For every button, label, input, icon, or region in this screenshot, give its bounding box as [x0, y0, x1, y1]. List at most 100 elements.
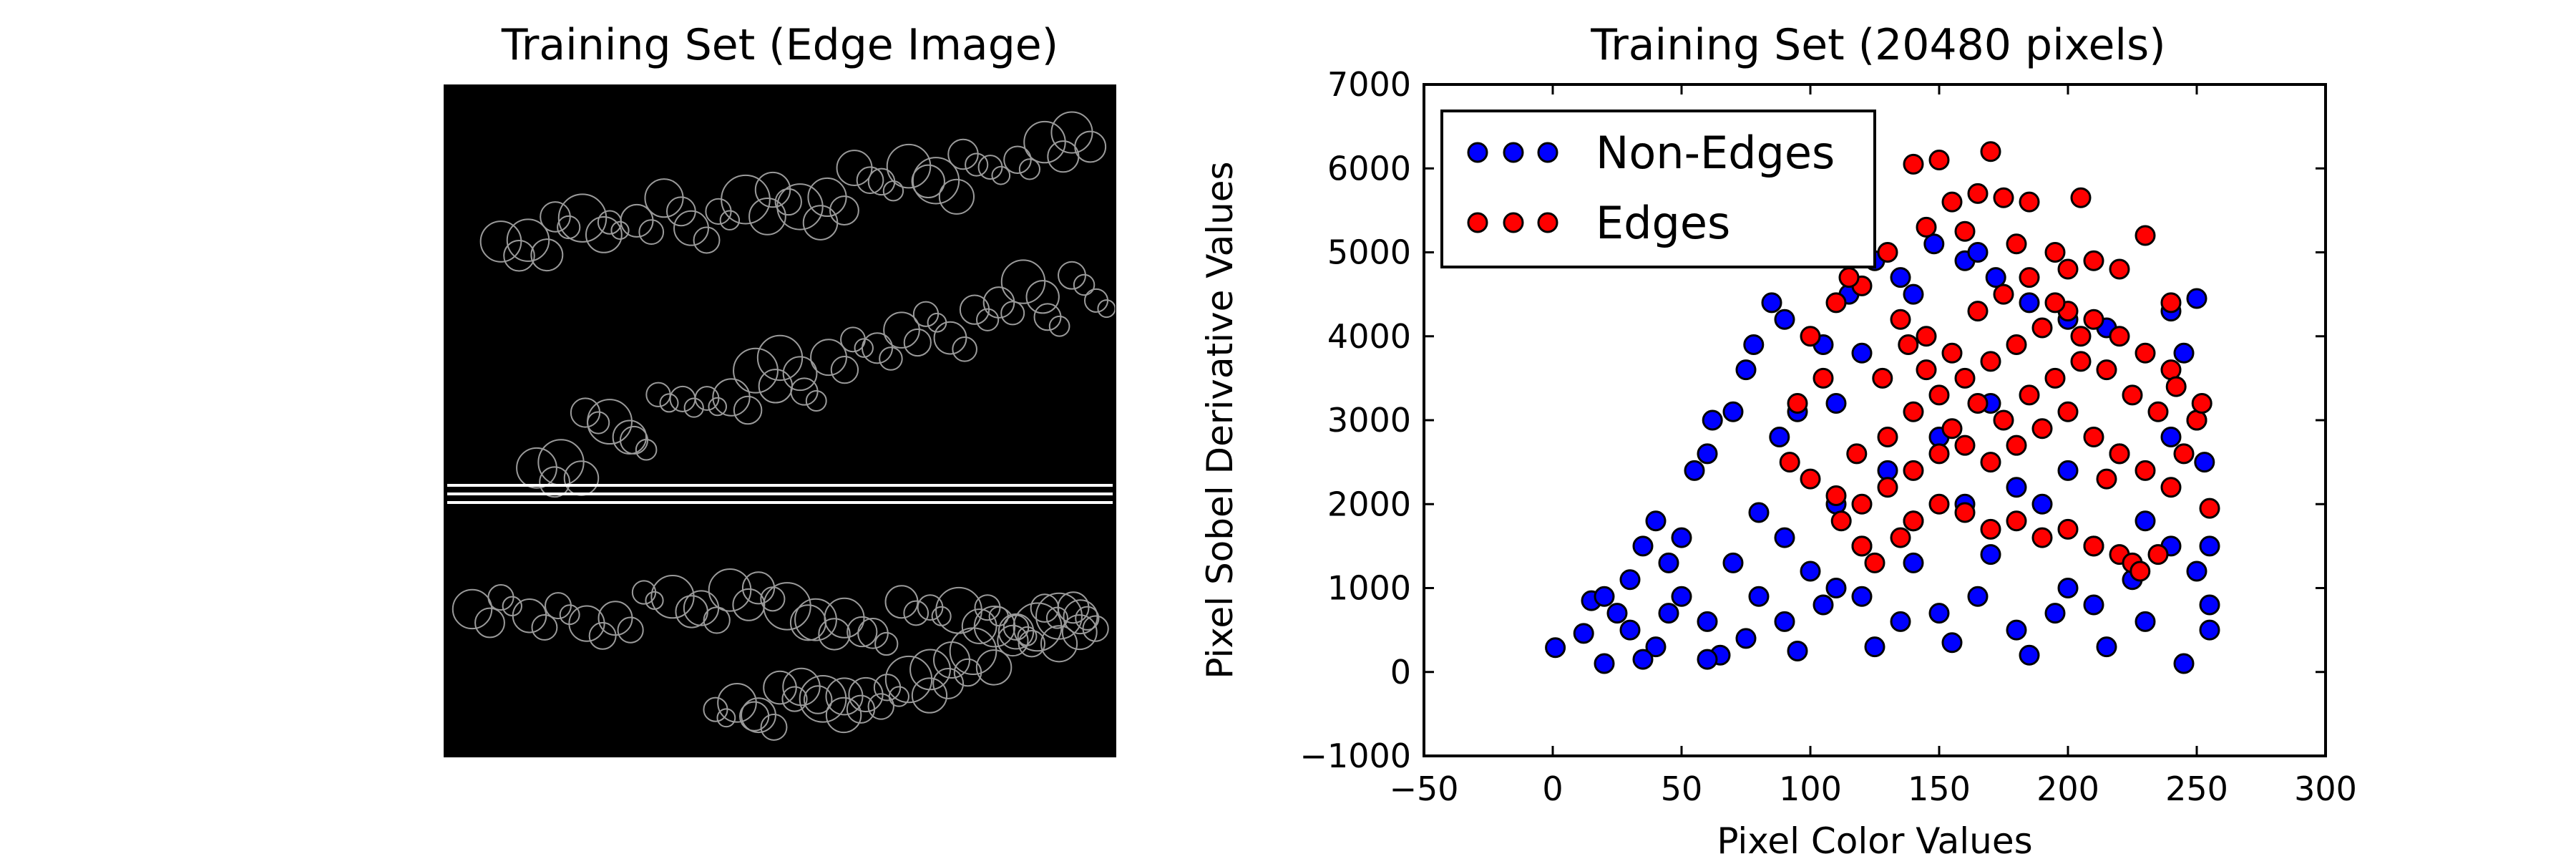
edge-contour	[645, 591, 664, 610]
edge-contour	[756, 334, 804, 382]
edge-contour	[903, 600, 930, 626]
edge-contour	[760, 713, 788, 741]
non-edge-point	[1890, 611, 1911, 632]
edge-contour	[683, 397, 704, 418]
non-edge-point	[1748, 502, 1770, 523]
non-edge-point	[2031, 493, 2053, 515]
x-tick-label: −50	[1389, 770, 1458, 808]
edge-point	[1830, 510, 1852, 532]
edge-contour	[782, 667, 821, 707]
edge-point	[1877, 242, 1898, 263]
legend-marker-dot	[1503, 142, 1524, 163]
edge-contour	[949, 627, 997, 676]
edge-contour	[763, 582, 811, 631]
edge-image-texture	[452, 111, 1116, 741]
edge-contour	[781, 686, 808, 712]
non-edge-point	[1606, 603, 1628, 624]
edge-contour	[886, 143, 932, 189]
edge-contour	[452, 588, 493, 630]
edge-contour	[854, 338, 874, 358]
non-edge-point	[1787, 640, 1808, 661]
edge-point	[2083, 426, 2104, 447]
non-edge-point	[1619, 619, 1641, 641]
non-edge-point	[1573, 623, 1594, 644]
edge-point	[2057, 258, 2079, 280]
edge-contour	[597, 601, 633, 636]
legend-marker-dot	[1467, 142, 1488, 163]
edge-point	[2135, 225, 2156, 246]
edge-contour	[909, 649, 951, 691]
edge-contour	[587, 399, 633, 445]
edge-contour	[638, 219, 665, 245]
edge-point	[1967, 301, 1989, 322]
legend-marker-dot	[1503, 212, 1524, 233]
edge-point	[1890, 309, 1911, 330]
non-edge-point	[1735, 359, 1757, 381]
non-edge-point	[1743, 334, 1765, 355]
legend-marker-dot	[1467, 212, 1488, 233]
edge-contour	[848, 676, 884, 713]
non-edge-point	[2199, 594, 2220, 616]
edge-contour	[617, 616, 644, 644]
non-edge-point	[1825, 393, 1847, 414]
edge-contour	[911, 164, 945, 199]
edge-contour	[856, 166, 884, 195]
edge-point	[2135, 460, 2156, 481]
edge-contour	[610, 220, 630, 240]
edge-point	[2096, 359, 2117, 381]
edge-point	[1967, 183, 1989, 204]
non-edge-point	[2160, 426, 2182, 447]
non-edge-point	[1645, 636, 1667, 658]
non-edge-point	[1923, 233, 1945, 255]
non-edge-point	[2173, 342, 2195, 364]
edge-contour	[719, 210, 741, 230]
edge-contour	[776, 183, 824, 230]
edge-point	[1928, 493, 1950, 515]
edge-contour	[976, 308, 1000, 331]
edge-contour	[1000, 259, 1046, 304]
edge-contour	[825, 697, 862, 734]
edge-contour	[693, 226, 721, 254]
edge-contour	[997, 624, 1029, 657]
edge-point	[1928, 150, 1950, 171]
edge-contour	[888, 686, 909, 707]
edge-point	[1779, 452, 1800, 473]
edge-contour	[506, 218, 550, 262]
y-axis-label: Pixel Sobel Derivative Values	[1199, 161, 1241, 679]
edge-point	[1916, 216, 1937, 238]
edge-point	[2031, 317, 2053, 339]
edge-point	[2006, 233, 2027, 255]
edge-point	[1800, 326, 1821, 347]
edge-contour	[516, 447, 557, 489]
edge-point	[1967, 393, 1989, 414]
non-edge-point	[2186, 560, 2207, 582]
non-edge-point	[1702, 409, 1723, 431]
edge-point	[2147, 544, 2169, 566]
edge-contour	[965, 152, 989, 177]
legend: Non-Edges Edges	[1440, 110, 1876, 268]
edge-point	[1846, 443, 1868, 465]
y-tick-label: 7000	[1327, 65, 1411, 104]
non-edge-point	[1671, 527, 1692, 548]
edge-point	[1825, 485, 1847, 507]
edge-point	[1898, 334, 1919, 355]
edge-point	[2165, 376, 2187, 397]
edge-contour	[721, 174, 771, 225]
edge-contour	[932, 667, 965, 699]
non-edge-point	[1632, 649, 1654, 670]
non-edge-point	[1825, 578, 1847, 598]
edge-contour	[717, 683, 757, 723]
y-tick-label: 2000	[1327, 485, 1411, 523]
legend-marker-edges	[1467, 212, 1558, 233]
edge-contour	[531, 614, 558, 641]
edge-contour	[503, 240, 535, 272]
edge-contour	[748, 197, 786, 236]
edge-point	[1877, 477, 1898, 498]
non-edge-point	[2199, 619, 2220, 641]
edge-point	[1980, 518, 2001, 540]
non-edge-point	[2057, 578, 2079, 598]
edge-point	[1954, 220, 1976, 242]
non-edge-point	[1645, 510, 1667, 532]
edge-contour	[824, 597, 865, 639]
